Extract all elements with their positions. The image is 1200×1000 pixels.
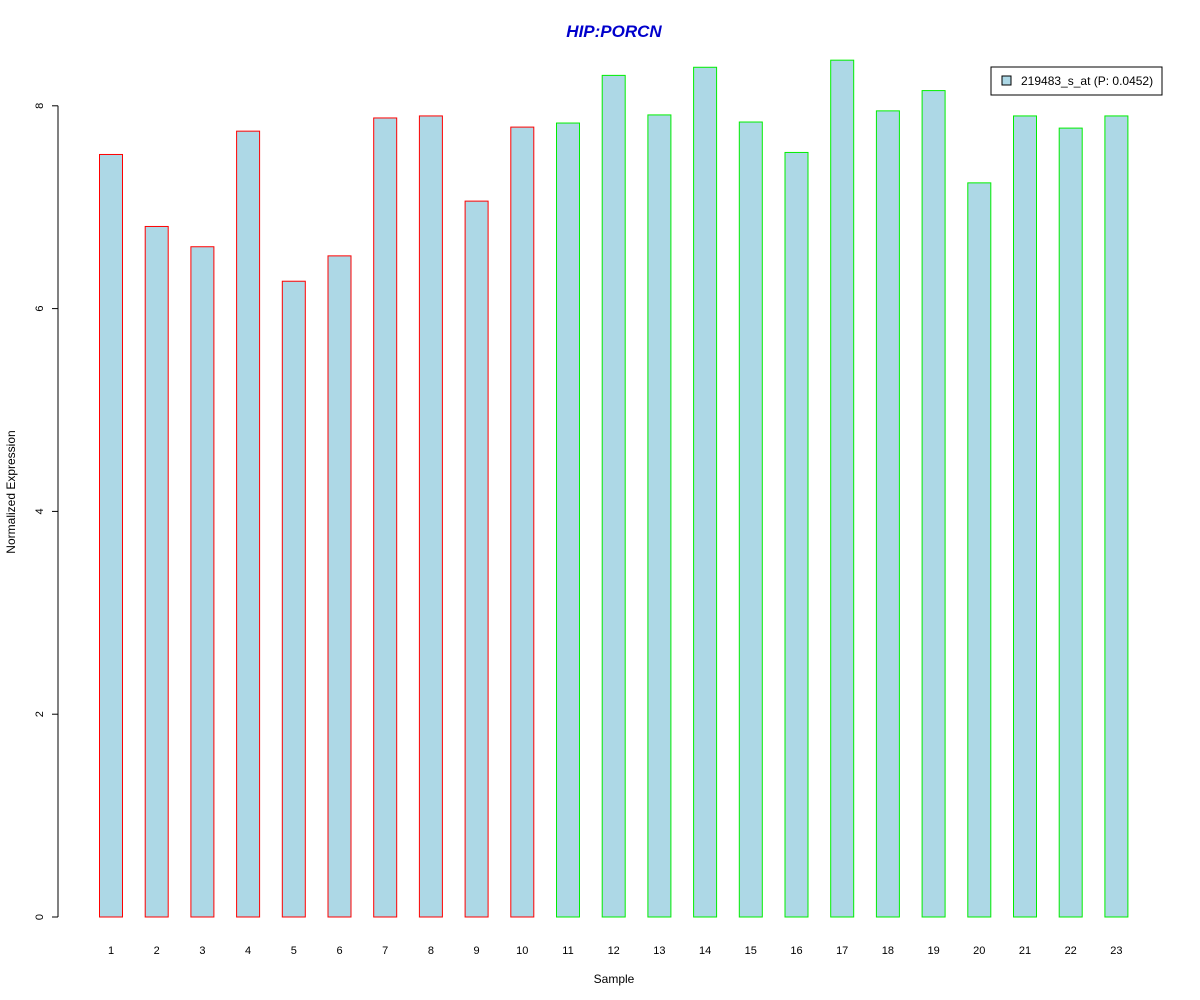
- legend: 219483_s_at (P: 0.0452): [990, 66, 1163, 96]
- bar: [693, 66, 718, 918]
- legend-swatch: [1001, 75, 1012, 86]
- y-tick-label: 8: [34, 103, 46, 109]
- bar: [556, 122, 580, 918]
- x-tick-label: 3: [199, 945, 205, 957]
- x-tick-label: 15: [745, 945, 757, 957]
- chart-title: HIP:PORCN: [566, 22, 662, 41]
- y-tick-label: 4: [34, 508, 46, 514]
- bar: [99, 153, 123, 918]
- x-tick-labels: 1 2 3 4 5 6 7 8 9 10 11 12 13 14 15 16 17 18 19 20 21 22 23: [108, 945, 1123, 957]
- x-tick-label: 17: [836, 945, 848, 957]
- bar: [510, 126, 535, 918]
- x-tick-label: 2: [154, 945, 160, 957]
- bar: [373, 117, 398, 918]
- bar: [144, 225, 169, 918]
- x-tick-label: 1: [108, 945, 114, 957]
- bar: [875, 110, 900, 918]
- x-tick-label: 18: [882, 945, 894, 957]
- bar: [830, 59, 855, 918]
- bar: [738, 121, 763, 918]
- y-tick-label: 2: [34, 711, 46, 717]
- bar: [967, 182, 992, 918]
- legend-box: [990, 66, 1163, 96]
- y-tick-label: 6: [34, 306, 46, 312]
- bar: [327, 255, 352, 918]
- bar: [784, 151, 809, 918]
- y-tick-label: 0: [34, 914, 46, 920]
- x-tick-label: 19: [927, 945, 939, 957]
- y-axis: 0 2 4 6 8: [34, 103, 59, 920]
- bar: [281, 280, 306, 918]
- x-tick-label: 20: [973, 945, 985, 957]
- x-axis-label: Sample: [594, 972, 635, 986]
- x-tick-label: 16: [790, 945, 802, 957]
- bar: [601, 74, 626, 918]
- x-tick-label: 11: [562, 945, 573, 957]
- x-tick-label: 10: [516, 945, 528, 957]
- x-tick-label: 14: [699, 945, 711, 957]
- x-tick-label: 9: [474, 945, 480, 957]
- x-tick-label: 4: [245, 945, 251, 957]
- x-tick-label: 6: [336, 945, 342, 957]
- x-tick-label: 8: [428, 945, 434, 957]
- x-tick-label: 7: [382, 945, 388, 957]
- legend-label: 219483_s_at (P: 0.0452): [1021, 74, 1153, 88]
- x-tick-label: 12: [608, 945, 620, 957]
- bar: [418, 115, 443, 918]
- x-tick-label: 23: [1110, 945, 1122, 957]
- bar: [1104, 115, 1129, 918]
- bars-group: [99, 59, 1129, 918]
- bar: [236, 130, 261, 918]
- bar: [647, 114, 672, 918]
- x-tick-label: 21: [1019, 945, 1031, 957]
- x-tick-label: 22: [1065, 945, 1077, 957]
- bar: [921, 90, 946, 918]
- x-tick-label: 13: [653, 945, 665, 957]
- bar: [1013, 115, 1037, 918]
- x-tick-label: 5: [291, 945, 297, 957]
- bar: [1058, 127, 1083, 918]
- bar: [464, 200, 489, 918]
- y-axis-label: Normalized Expression: [4, 430, 18, 553]
- bar: [190, 246, 215, 918]
